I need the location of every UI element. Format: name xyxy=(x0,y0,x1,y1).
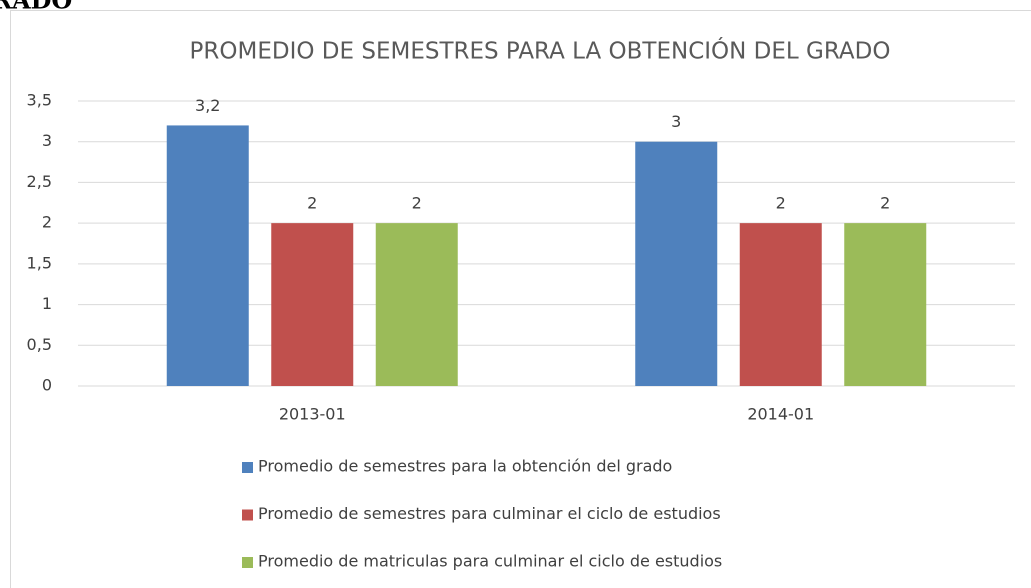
bar xyxy=(739,223,822,386)
bar xyxy=(844,223,927,386)
y-tick-label: 1 xyxy=(42,294,52,313)
legend-swatch xyxy=(242,557,253,568)
x-tick-label: 2013-01 xyxy=(279,405,346,424)
legend-label: Promedio de matriculas para culminar el … xyxy=(258,552,722,571)
data-label: 2 xyxy=(307,194,317,213)
y-tick-label: 3 xyxy=(42,131,52,150)
y-tick-label: 0,5 xyxy=(27,335,52,354)
bar xyxy=(271,223,354,386)
y-tick-label: 2,5 xyxy=(27,172,52,191)
legend-label: Promedio de semestres para la obtención … xyxy=(258,457,672,476)
bar xyxy=(166,125,249,386)
legend-swatch xyxy=(242,462,253,473)
data-label: 3 xyxy=(671,112,681,131)
legend-label: Promedio de semestres para culminar el c… xyxy=(258,504,721,523)
data-label: 2 xyxy=(880,194,890,213)
legend-swatch xyxy=(242,509,253,521)
data-label: 3,2 xyxy=(195,96,220,115)
bar xyxy=(375,223,458,386)
data-label: 2 xyxy=(412,194,422,213)
y-tick-label: 2 xyxy=(42,213,52,232)
data-label: 2 xyxy=(776,194,786,213)
y-tick-label: 1,5 xyxy=(27,253,52,272)
bar xyxy=(635,141,718,386)
chart-title: PROMEDIO DE SEMESTRES PARA LA OBTENCIÓN … xyxy=(190,37,891,65)
y-tick-label: 3,5 xyxy=(27,91,52,110)
x-tick-label: 2014-01 xyxy=(747,405,814,424)
cropped-heading: RADO xyxy=(0,0,72,15)
y-tick-label: 0 xyxy=(42,376,52,395)
